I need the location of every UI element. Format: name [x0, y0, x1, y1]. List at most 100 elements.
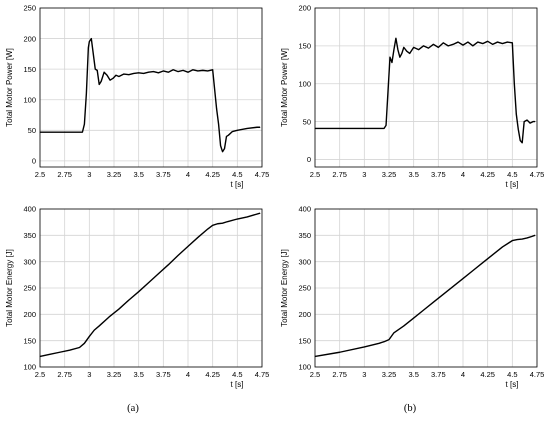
- x-tick-label: 3.25: [107, 370, 122, 379]
- x-tick-label: 4.5: [507, 370, 517, 379]
- data-point: [88, 41, 90, 43]
- y-tick-label: 250: [23, 4, 36, 13]
- data-point: [467, 41, 469, 43]
- data-point: [393, 49, 395, 51]
- data-point: [519, 140, 521, 141]
- x-tick-label: 4.75: [255, 170, 270, 179]
- plot-frame: [314, 208, 538, 368]
- x-tick-label: 2.5: [310, 370, 320, 379]
- data-point: [148, 282, 149, 284]
- data-point: [112, 77, 114, 79]
- x-tick-label: 4.25: [480, 370, 495, 379]
- x-tick-label: 3.75: [156, 370, 171, 379]
- x-tick-label: 4.5: [232, 170, 242, 179]
- data-point: [387, 90, 389, 92]
- panel-label-a: (a): [127, 403, 139, 414]
- data-point: [153, 71, 154, 72]
- x-tick-label: 2.5: [310, 170, 320, 179]
- y-tick-label: 350: [298, 231, 311, 240]
- data-point: [69, 349, 70, 351]
- data-point: [492, 43, 493, 45]
- data-point: [383, 127, 385, 129]
- data-point: [98, 325, 100, 327]
- data-point: [492, 254, 493, 256]
- data-point: [109, 79, 111, 81]
- data-point: [413, 46, 415, 48]
- data-point: [437, 46, 439, 48]
- y-tick-label: 250: [298, 284, 311, 293]
- data-point: [197, 237, 199, 238]
- x-tick-label: 4: [186, 370, 190, 379]
- data-point: [462, 278, 464, 279]
- y-axis-title: Total Motor Power [W]: [280, 48, 289, 127]
- data-point: [227, 221, 228, 223]
- data-point: [108, 316, 110, 318]
- data-point: [85, 93, 87, 95]
- data-point: [143, 73, 145, 74]
- y-tick-label: 350: [23, 231, 36, 240]
- y-axis-title: Total Motor Energy [J]: [280, 249, 289, 327]
- data-point: [148, 71, 149, 73]
- data-point: [314, 127, 316, 129]
- data-point: [103, 71, 105, 73]
- data-point: [516, 239, 518, 240]
- data-point: [128, 299, 130, 301]
- y-tick-label: 50: [303, 117, 311, 126]
- series-line: [315, 37, 536, 144]
- data-point: [507, 41, 508, 43]
- data-point: [59, 351, 61, 353]
- data-point: [259, 212, 261, 214]
- y-tick-label: 100: [298, 363, 311, 372]
- plot-frame: [314, 7, 538, 168]
- data-point: [197, 70, 199, 72]
- data-point: [452, 43, 454, 45]
- x-tick-label: 4.25: [205, 170, 220, 179]
- data-point: [187, 71, 189, 73]
- data-point: [138, 72, 140, 74]
- data-point: [177, 254, 179, 256]
- x-tick-label: 4.75: [255, 370, 270, 379]
- x-tick-label: 3.25: [382, 170, 397, 179]
- data-point: [84, 342, 85, 344]
- data-point: [202, 69, 204, 71]
- y-tick-label: 0: [32, 157, 36, 166]
- data-point: [482, 262, 484, 264]
- x-tick-label: 4.5: [232, 370, 242, 379]
- x-tick-label: 3.75: [156, 170, 171, 179]
- data-point: [207, 228, 209, 230]
- data-point: [523, 121, 525, 122]
- data-point: [217, 223, 219, 225]
- data-point: [138, 291, 140, 293]
- data-point: [526, 237, 528, 239]
- data-point: [513, 83, 515, 85]
- data-point: [226, 136, 227, 137]
- data-point: [457, 41, 459, 43]
- data-point: [423, 309, 424, 311]
- series-line: [314, 234, 536, 358]
- series-line: [40, 37, 261, 153]
- data-point: [409, 53, 411, 54]
- y-tick-label: 400: [23, 205, 36, 214]
- x-tick-label: 2.5: [35, 370, 45, 379]
- data-point: [218, 123, 219, 125]
- data-point: [106, 74, 108, 76]
- x-tick-label: 3.5: [133, 370, 143, 379]
- data-point: [502, 43, 503, 44]
- x-tick-label: 4: [186, 170, 190, 179]
- data-point: [447, 45, 449, 47]
- series-line: [39, 212, 261, 358]
- x-tick-label: 3.5: [133, 170, 143, 179]
- data-point: [511, 240, 513, 242]
- data-point: [172, 69, 174, 71]
- y-tick-label: 100: [298, 79, 311, 88]
- y-tick-label: 250: [23, 284, 36, 293]
- x-tick-label: 3: [87, 170, 91, 179]
- data-point: [246, 128, 248, 129]
- data-point: [256, 126, 258, 128]
- data-point: [428, 47, 429, 49]
- data-point: [167, 264, 169, 266]
- data-point: [228, 134, 229, 136]
- data-point: [79, 347, 80, 348]
- x-tick-label: 2.75: [57, 170, 72, 179]
- y-tick-label: 300: [298, 257, 311, 266]
